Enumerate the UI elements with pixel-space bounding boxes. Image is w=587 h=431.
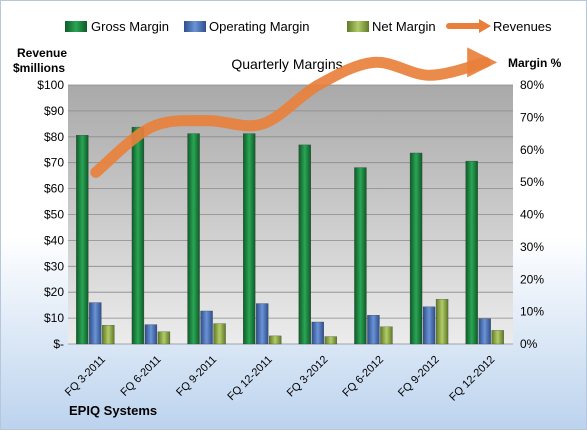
left-axis-ticks: $- $10 $20 $30 $40 $50 $60 $70 $80 $90 $100 [37, 78, 64, 351]
category-tick-label: FQ 3-2012 [285, 354, 331, 400]
left-tick-label: $100 [37, 78, 64, 92]
legend-swatch-net-margin [347, 21, 369, 32]
right-tick-label: 80% [520, 78, 544, 92]
legend-swatch-revenues-arrow [479, 19, 491, 33]
bar-net-margin [157, 331, 171, 345]
right-tick-label: 30% [520, 240, 544, 254]
revenues-line [90, 56, 491, 178]
legend-swatch-operating-margin [184, 21, 206, 32]
legend: Gross Margin Operating Margin Net Margin… [65, 19, 552, 34]
revenues-arrowhead [467, 47, 498, 78]
bar-operating-margin [478, 318, 491, 345]
left-tick-label: $70 [44, 156, 64, 170]
left-tick-label: $50 [44, 208, 64, 222]
right-tick-label: 10% [520, 305, 544, 319]
left-axis-label-line1: Revenue [17, 46, 67, 60]
chart-title: Quarterly Margins [231, 56, 342, 72]
right-tick-label: 70% [520, 110, 544, 124]
right-tick-label: 60% [520, 143, 544, 157]
legend-label-gross-margin: Gross Margin [91, 19, 169, 34]
right-tick-label: 0% [520, 337, 538, 351]
right-tick-label: 20% [520, 272, 544, 286]
bar-net-margin [102, 325, 115, 345]
left-tick-label: $80 [44, 130, 64, 144]
bar-gross-margin [354, 167, 367, 345]
category-tick-label: FQ 6-2012 [340, 354, 386, 400]
legend-label-revenues: Revenues [493, 19, 552, 34]
bar-net-margin [213, 323, 226, 345]
company-name: EPIQ Systems [69, 403, 157, 418]
bar-net-margin [269, 335, 282, 345]
left-tick-label: $30 [44, 259, 64, 273]
bar-net-margin [324, 336, 337, 345]
bar-operating-margin [422, 306, 436, 345]
legend-label-net-margin: Net Margin [372, 19, 436, 34]
category-tick-label: FQ 12-2012 [447, 354, 497, 404]
bar-gross-margin [76, 135, 89, 345]
bar-gross-margin [298, 144, 311, 345]
bar-gross-margin [409, 152, 423, 345]
category-tick-label: FQ 3-2011 [63, 354, 108, 399]
category-tick-label: FQ 12-2011 [225, 354, 274, 403]
left-tick-label: $60 [44, 182, 64, 196]
bar-operating-margin [144, 324, 158, 345]
bar-operating-margin [256, 303, 269, 345]
bar-net-margin [491, 330, 504, 345]
right-tick-label: 50% [520, 175, 544, 189]
bar-gross-margin [187, 133, 200, 345]
revenue-line-layer [90, 47, 498, 178]
legend-swatch-gross-margin [65, 21, 87, 32]
bar-gross-margin [243, 133, 256, 345]
category-tick-label: FQ 6-2011 [118, 354, 163, 399]
bar-gross-margin [131, 126, 145, 345]
bars-layer [76, 126, 504, 345]
bar-gross-margin [465, 160, 478, 345]
bar-operating-margin [311, 321, 324, 345]
left-tick-label: $- [53, 337, 64, 351]
bar-operating-margin [200, 310, 213, 345]
right-axis-label: Margin % [508, 56, 562, 70]
bar-operating-margin [367, 315, 380, 345]
category-tick-label: FQ 9-2011 [174, 354, 219, 399]
left-axis-label-line2: $millions [13, 61, 65, 75]
left-tick-label: $20 [44, 285, 64, 299]
bar-net-margin [435, 299, 449, 345]
right-tick-label: 40% [520, 208, 544, 222]
category-axis-ticks: FQ 3-2011 FQ 6-2011 FQ 9-2011 FQ 12-2011 FQ … [63, 354, 497, 404]
right-axis-ticks: 0% 10% 20% 30% 40% 50% 60% 70% 80% [520, 78, 544, 351]
bar-net-margin [380, 326, 393, 345]
left-tick-label: $90 [44, 104, 64, 118]
legend-label-operating-margin: Operating Margin [209, 19, 309, 34]
left-tick-label: $40 [44, 233, 64, 247]
category-tick-label: FQ 9-2012 [396, 354, 442, 400]
left-tick-label: $10 [44, 311, 64, 325]
bar-operating-margin [89, 302, 102, 345]
